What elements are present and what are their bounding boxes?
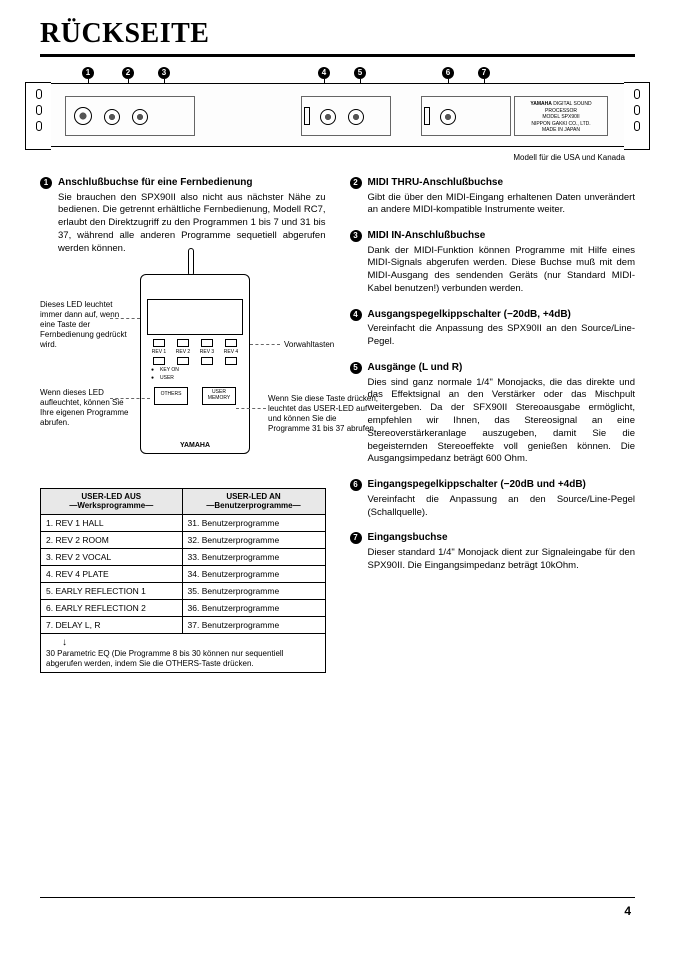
callout-6: 6 bbox=[442, 67, 454, 79]
item-title-2: MIDI THRU-Anschlußbuchse bbox=[368, 176, 504, 190]
fig-note-botright: Wenn Sie diese Taste drücken, leuchtet d… bbox=[268, 394, 378, 434]
table-row: 3. REV 2 VOCAL33. Benutzerprogramme bbox=[41, 548, 326, 565]
item-num-6: 6 bbox=[350, 479, 362, 491]
item-6: 6 Eingangspegelkippschalter (−20dB und +4… bbox=[350, 478, 636, 519]
fig-note-topleft: Dieses LED leuchtet immer dann auf, wenn… bbox=[40, 300, 136, 350]
brand-name: YAMAHA bbox=[530, 101, 551, 107]
rear-panel-diagram: YAMAHA DIGITAL SOUND PROCESSOR MODEL SPX… bbox=[50, 83, 625, 147]
item-body-2: Gibt die über den MIDI-Eingang erhaltene… bbox=[368, 192, 636, 218]
table-footnote: 30 Parametric EQ (Die Programme 8 bis 30… bbox=[46, 649, 320, 669]
table-head-left: USER-LED AUS—Werksprogramme— bbox=[41, 488, 183, 514]
program-table: USER-LED AUS—Werksprogramme— USER-LED AN… bbox=[40, 488, 326, 674]
item-num-5: 5 bbox=[350, 362, 362, 374]
item-3: 3 MIDI IN-Anschlußbuchse Dank der MIDI-Fun… bbox=[350, 229, 636, 296]
remote-figure: REV 1REV 2REV 3REV 4 ●KEY ON ●USER OTHER… bbox=[40, 268, 326, 478]
remote-screen bbox=[147, 299, 243, 335]
item-num-1: 1 bbox=[40, 177, 52, 189]
item-title-7: Eingangsbuchse bbox=[368, 531, 448, 545]
left-column: 1 Anschlußbuchse für eine Fernbedienung Si… bbox=[40, 176, 326, 673]
callout-4: 4 bbox=[318, 67, 330, 79]
table-row: 1. REV 1 HALL31. Benutzerprogramme bbox=[41, 514, 326, 531]
fig-note-midright: Vorwahltasten bbox=[284, 340, 334, 350]
item-num-4: 4 bbox=[350, 309, 362, 321]
rack-ear-right bbox=[624, 82, 650, 150]
item-1: 1 Anschlußbuchse für eine Fernbedienung Si… bbox=[40, 176, 326, 256]
callout-3: 3 bbox=[158, 67, 170, 79]
page-number: 4 bbox=[624, 904, 631, 918]
item-title-1: Anschlußbuchse für eine Fernbedienung bbox=[58, 176, 252, 190]
item-body-4: Vereinfacht die Anpassung des SPX90II an… bbox=[368, 323, 636, 349]
item-body-6: Vereinfacht die Anpassung an den Source/… bbox=[368, 494, 636, 520]
brand-label-box: YAMAHA DIGITAL SOUND PROCESSOR MODEL SPX… bbox=[514, 96, 608, 136]
remote-brand: YAMAHA bbox=[141, 442, 249, 449]
brand-line3: NIPPON GAKKI CO., LTD. bbox=[531, 121, 590, 127]
callout-row: 1 2 3 4 5 6 7 bbox=[50, 69, 625, 83]
jack-group-input bbox=[421, 96, 511, 136]
table-row: 4. REV 4 PLATE34. Benutzerprogramme bbox=[41, 565, 326, 582]
item-title-3: MIDI IN-Anschlußbuchse bbox=[368, 229, 486, 243]
item-num-3: 3 bbox=[350, 230, 362, 242]
item-5: 5 Ausgänge (L und R) Dies sind ganz normal… bbox=[350, 361, 636, 466]
item-4: 4 Ausgangspegelkippschalter (−20dB, +4dB)… bbox=[350, 308, 636, 349]
callout-7: 7 bbox=[478, 67, 490, 79]
item-2: 2 MIDI THRU-Anschlußbuchse Gibt die über d… bbox=[350, 176, 636, 217]
item-7: 7 Eingangsbuchse Dieser standard 1/4" Mono… bbox=[350, 531, 636, 572]
remote-antenna bbox=[188, 248, 194, 276]
rack-ear-left bbox=[25, 82, 51, 150]
arrow-down-icon: ↓ bbox=[62, 637, 320, 650]
brand-line1: DIGITAL SOUND PROCESSOR bbox=[545, 101, 592, 114]
item-title-6: Eingangspegelkippschalter (−20dB und +4d… bbox=[368, 478, 586, 492]
table-row: 7. DELAY L, R37. Benutzerprogramme bbox=[41, 616, 326, 633]
remote-body: REV 1REV 2REV 3REV 4 ●KEY ON ●USER OTHER… bbox=[140, 274, 250, 454]
brand-line4: MADE IN JAPAN bbox=[542, 127, 580, 133]
item-title-4: Ausgangspegelkippschalter (−20dB, +4dB) bbox=[368, 308, 571, 322]
callout-1: 1 bbox=[82, 67, 94, 79]
table-row: 6. EARLY REFLECTION 236. Benutzerprogram… bbox=[41, 599, 326, 616]
jack-group-output bbox=[301, 96, 391, 136]
content-columns: 1 Anschlußbuchse für eine Fernbedienung Si… bbox=[40, 176, 635, 673]
table-row: 5. EARLY REFLECTION 135. Benutzerprogram… bbox=[41, 582, 326, 599]
item-body-5: Dies sind ganz normale 1/4" Monojacks, d… bbox=[368, 377, 636, 467]
fig-note-botleft: Wenn dieses LED aufleuchtet, können Sie … bbox=[40, 388, 136, 428]
right-column: 2 MIDI THRU-Anschlußbuchse Gibt die über d… bbox=[350, 176, 636, 673]
panel-caption: Modell für die USA und Kanada bbox=[40, 153, 625, 162]
item-num-7: 7 bbox=[350, 532, 362, 544]
item-body-3: Dank der MIDI-Funktion können Programme … bbox=[368, 245, 636, 296]
brand-line2: MODEL SPX90II bbox=[542, 114, 579, 120]
jack-group-remote-midi bbox=[65, 96, 195, 136]
callout-2: 2 bbox=[122, 67, 134, 79]
table-head-right: USER-LED AN—Benutzerprogramme— bbox=[182, 488, 325, 514]
title-rule bbox=[40, 54, 635, 57]
item-body-7: Dieser standard 1/4" Monojack dient zur … bbox=[368, 547, 636, 573]
bottom-rule bbox=[40, 897, 635, 898]
item-title-5: Ausgänge (L und R) bbox=[368, 361, 463, 375]
item-num-2: 2 bbox=[350, 177, 362, 189]
table-row: 2. REV 2 ROOM32. Benutzerprogramme bbox=[41, 531, 326, 548]
callout-5: 5 bbox=[354, 67, 366, 79]
page-title: RÜCKSEITE bbox=[40, 18, 635, 50]
item-body-1: Sie brauchen den SPX90II also nicht aus … bbox=[58, 192, 326, 256]
